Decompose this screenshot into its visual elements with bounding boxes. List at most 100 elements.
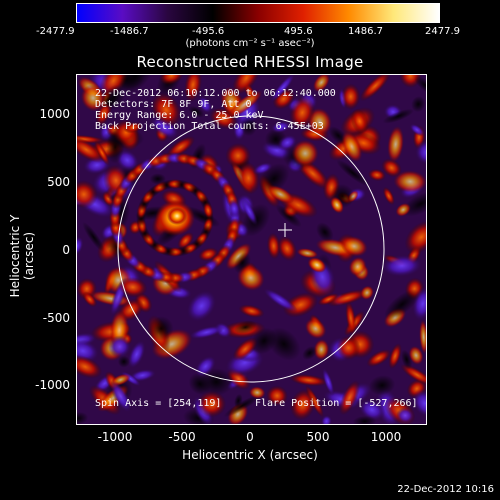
image-plot: 22-Dec-2012 06:10:12.000 to 06:12:40.000… [76,74,427,425]
texture-blob [251,327,277,355]
texture-blob [77,136,105,163]
info-line-time: 22-Dec-2012 06:10:12.000 to 06:12:40.000 [95,88,336,99]
info-line-method: Back Projection Total counts: 6.45E+03 [95,121,324,132]
texture-blob [400,363,426,387]
texture-blob [326,289,368,307]
texture-blob [382,186,395,205]
colorbar-tick: 1486.7 [348,26,383,37]
texture-blob [340,236,368,257]
texture-blob [252,162,273,175]
texture-blob [82,221,105,253]
texture-blob [381,158,402,178]
footer-timestamp: 22-Dec-2012 10:16 [397,484,494,495]
texture-blob [77,354,103,379]
texture-blob [341,131,363,162]
texture-blob [313,339,330,360]
y-tick-label: -500 [42,311,70,325]
texture-blob [240,115,258,137]
texture-blob [317,293,340,306]
texture-blob [277,134,298,151]
spin-axis-marker [278,223,292,237]
texture-blob [228,198,241,219]
texture-blob [382,108,415,124]
texture-blob [77,411,89,424]
spin-axis-label: Spin Axis = [254,119] [95,398,222,409]
texture-blob [184,75,202,103]
y-tick-label: -1000 [35,378,70,392]
y-tick-label: 500 [47,175,70,189]
reconstructed-image [77,75,426,424]
texture-blob [262,287,298,313]
x-tick-label: 1000 [370,430,402,444]
texture-blob [350,108,369,134]
texture-blob [380,254,423,278]
texture-blob [313,75,330,92]
texture-blob [302,346,318,360]
texture-blob [266,232,281,260]
texture-blob [117,355,130,368]
colorbar [76,3,440,23]
colorbar-tick: -495.6 [192,26,225,37]
colorbar-tick: 495.6 [284,26,313,37]
texture-blob [202,201,214,220]
texture-blob [159,75,184,86]
texture-blob [396,407,415,424]
texture-blob [395,203,411,217]
x-tick-label: -1000 [97,430,133,444]
texture-blob [320,414,333,424]
y-axis-label: Heliocentric Y (arcsec) [8,214,36,298]
x-tick-label: 0 [246,430,254,444]
texture-blob [341,83,361,110]
texture-blob [408,345,424,365]
y-tick-label: 0 [62,243,70,257]
y-tick-label: 1000 [39,107,70,121]
texture-blob [419,319,426,355]
colorbar-units: (photons cm⁻² s⁻¹ asec⁻²) [185,38,315,49]
texture-blob [336,335,361,360]
texture-blob [401,191,426,217]
texture-blob [409,123,425,137]
texture-blob [269,75,296,103]
texture-blob [411,96,426,113]
texture-blob [151,92,182,128]
info-line-detectors: Detectors: 7F 8F 9F, Att 0 [95,99,252,110]
texture-blob [290,388,316,421]
texture-blob [77,236,84,256]
texture-blob [232,337,258,362]
texture-blob [186,289,217,323]
texture-blob [393,170,426,193]
texture-blob [414,139,426,166]
texture-blob [240,197,258,226]
texture-blob [291,139,319,167]
texture-blob [148,316,174,341]
texture-blob [296,248,319,259]
texture-blob [234,320,257,335]
flare-position-label: Flare Position = [-527,266] [255,398,418,409]
colorbar-tick: -2477.9 [36,26,75,37]
plot-title: Reconstructed RHESSI Image [136,53,364,71]
texture-blob [188,325,225,340]
texture-blob [352,415,377,424]
texture-blob [80,84,106,112]
image-texture [77,75,426,424]
texture-blob [237,265,265,291]
texture-blob [223,394,261,418]
texture-blob [270,120,292,134]
x-tick-label: -500 [168,430,196,444]
texture-blob [77,338,100,364]
colorbar-tick: -1486.7 [110,26,149,37]
texture-blob [197,95,213,114]
texture-blob [345,300,357,336]
texture-blob [232,75,261,95]
texture-blob [348,256,367,277]
texture-blob [358,398,386,421]
texture-blob [123,121,143,134]
colorbar-tick: 2477.9 [425,26,460,37]
texture-blob [388,343,402,369]
texture-blob [108,335,132,359]
x-axis-label: Heliocentric X (arcsec) [182,448,318,462]
texture-blob [387,126,404,163]
texture-blob [94,140,110,166]
texture-blob [360,285,374,300]
texture-blob [188,372,212,396]
